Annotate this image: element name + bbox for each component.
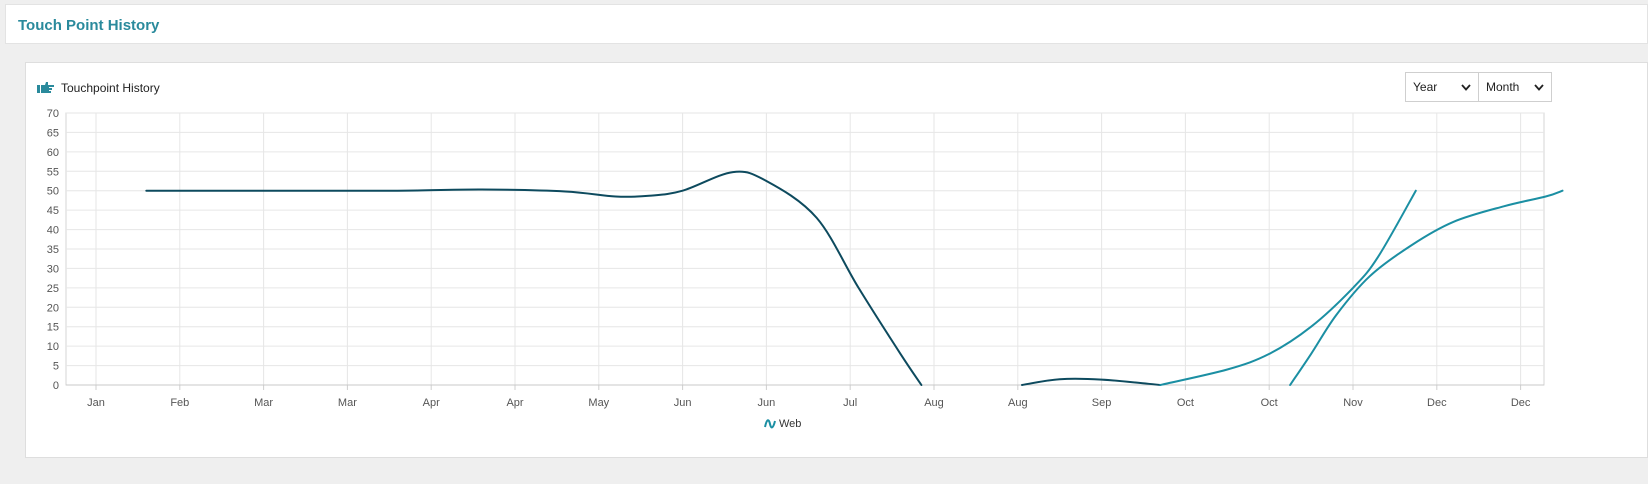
- month-select-value: Month: [1486, 80, 1520, 94]
- panel-heading: Touchpoint History: [37, 80, 160, 96]
- x-tick-label: Jul: [843, 397, 857, 409]
- x-tick-label: Jan: [87, 397, 105, 409]
- x-tick-label: Oct: [1261, 397, 1278, 409]
- y-tick-label: 20: [47, 302, 59, 314]
- chevron-down-icon: [1461, 83, 1471, 91]
- touchpoint-panel: 0 5 10 15 20 25 30 35 40 45 50 55 60 65 70 Jan Feb Mar Mar…: [25, 62, 1648, 458]
- page-title: Touch Point History: [18, 17, 160, 34]
- hand-pointing-icon: [37, 82, 54, 93]
- line-series-icon: [764, 419, 776, 429]
- x-tick-label: Apr: [506, 397, 523, 409]
- x-tick-label: Apr: [423, 397, 440, 409]
- series-line-0: [145, 170, 923, 386]
- x-tick-label: Jun: [674, 397, 692, 409]
- year-select-value: Year: [1413, 80, 1438, 94]
- y-tick-label: 10: [47, 341, 59, 353]
- y-tick-label: 60: [47, 147, 59, 159]
- y-tick-label: 5: [53, 361, 59, 373]
- filter-selects: Year Month: [1405, 72, 1552, 102]
- y-tick-label: 50: [47, 186, 59, 198]
- x-tick-label: Dec: [1427, 397, 1447, 409]
- y-tick-label: 40: [47, 225, 59, 237]
- y-tick-label: 15: [47, 322, 59, 334]
- x-tick-label: Oct: [1177, 397, 1194, 409]
- series-line-3: [1289, 189, 1564, 386]
- y-tick-label: 45: [47, 205, 59, 217]
- series-line-2: [1159, 189, 1417, 386]
- legend-label: Web: [779, 418, 802, 430]
- touchpoint-chart: 0 5 10 15 20 25 30 35 40 45 50 55 60 65 70 Jan Feb Mar Mar…: [47, 108, 1564, 409]
- x-tick-label: Nov: [1343, 397, 1363, 409]
- x-tick-label: Aug: [924, 397, 944, 409]
- y-tick-label: 35: [47, 244, 59, 256]
- y-tick-label: 30: [47, 263, 59, 275]
- x-tick-label: Aug: [1008, 397, 1028, 409]
- y-tick-label: 25: [47, 283, 59, 295]
- year-select[interactable]: Year: [1405, 72, 1479, 102]
- month-select[interactable]: Month: [1479, 72, 1552, 102]
- x-tick-label: Sep: [1092, 397, 1112, 409]
- chevron-down-icon: [1534, 83, 1544, 91]
- x-tick-label: Mar: [254, 397, 273, 409]
- panel-title: Touchpoint History: [61, 81, 160, 95]
- x-tick-label: Mar: [338, 397, 357, 409]
- y-tick-label: 0: [53, 380, 59, 392]
- x-tick-label: Jun: [758, 397, 776, 409]
- x-tick-label: Feb: [170, 397, 189, 409]
- page-header: Touch Point History: [5, 4, 1648, 44]
- y-tick-label: 65: [47, 127, 59, 139]
- series-line-1: [1021, 377, 1162, 386]
- y-tick-label: 55: [47, 166, 59, 178]
- x-tick-label: May: [588, 397, 609, 409]
- legend-item-web[interactable]: Web: [764, 418, 801, 430]
- x-tick-label: Dec: [1511, 397, 1531, 409]
- y-tick-label: 70: [47, 108, 59, 120]
